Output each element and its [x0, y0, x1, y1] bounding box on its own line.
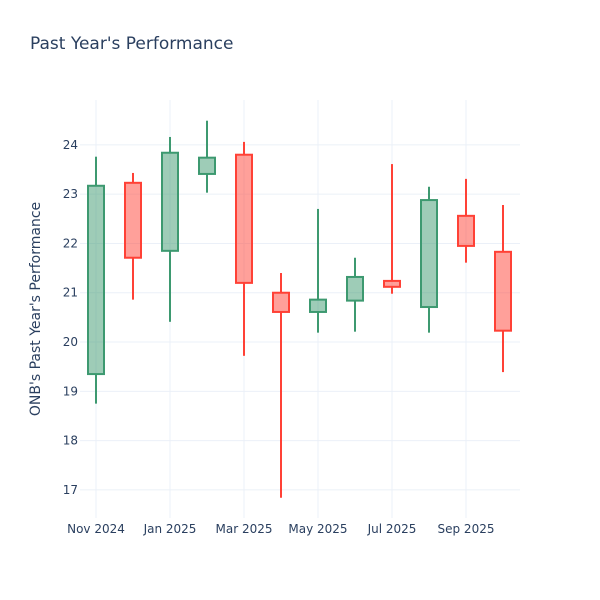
chart-title: Past Year's Performance [30, 34, 234, 54]
x-tick-label: Jul 2025 [367, 522, 417, 536]
candle-body-increasing [198, 156, 216, 175]
candle-body-decreasing [124, 181, 142, 259]
x-tick-label: Jan 2025 [143, 522, 197, 536]
candle-body-decreasing [235, 153, 253, 284]
y-tick-label: 20 [63, 335, 78, 349]
y-tick-label: 22 [63, 236, 78, 250]
candle-body-increasing [309, 298, 327, 313]
y-tick-label: 23 [63, 187, 78, 201]
y-tick-label: 21 [63, 286, 78, 300]
x-tick-label: Sep 2025 [438, 522, 495, 536]
x-tick-label: Mar 2025 [216, 522, 273, 536]
y-tick-label: 17 [63, 483, 78, 497]
y-axis-label: ONB's Past Year's Performance [28, 202, 44, 416]
candle-body-decreasing [494, 250, 512, 332]
candle-body-increasing [346, 275, 364, 302]
candle-body-decreasing [457, 214, 475, 247]
candle-body-increasing [87, 184, 105, 376]
candle-body-decreasing [383, 279, 401, 288]
x-tick-label: Nov 2024 [67, 522, 125, 536]
y-tick-label: 18 [63, 434, 78, 448]
x-tick-label: May 2025 [288, 522, 347, 536]
candle-body-increasing [420, 199, 438, 309]
candle-body-increasing [161, 151, 179, 252]
y-tick-label: 24 [63, 138, 78, 152]
candle-body-decreasing [272, 291, 290, 313]
y-tick-label: 19 [63, 384, 78, 398]
